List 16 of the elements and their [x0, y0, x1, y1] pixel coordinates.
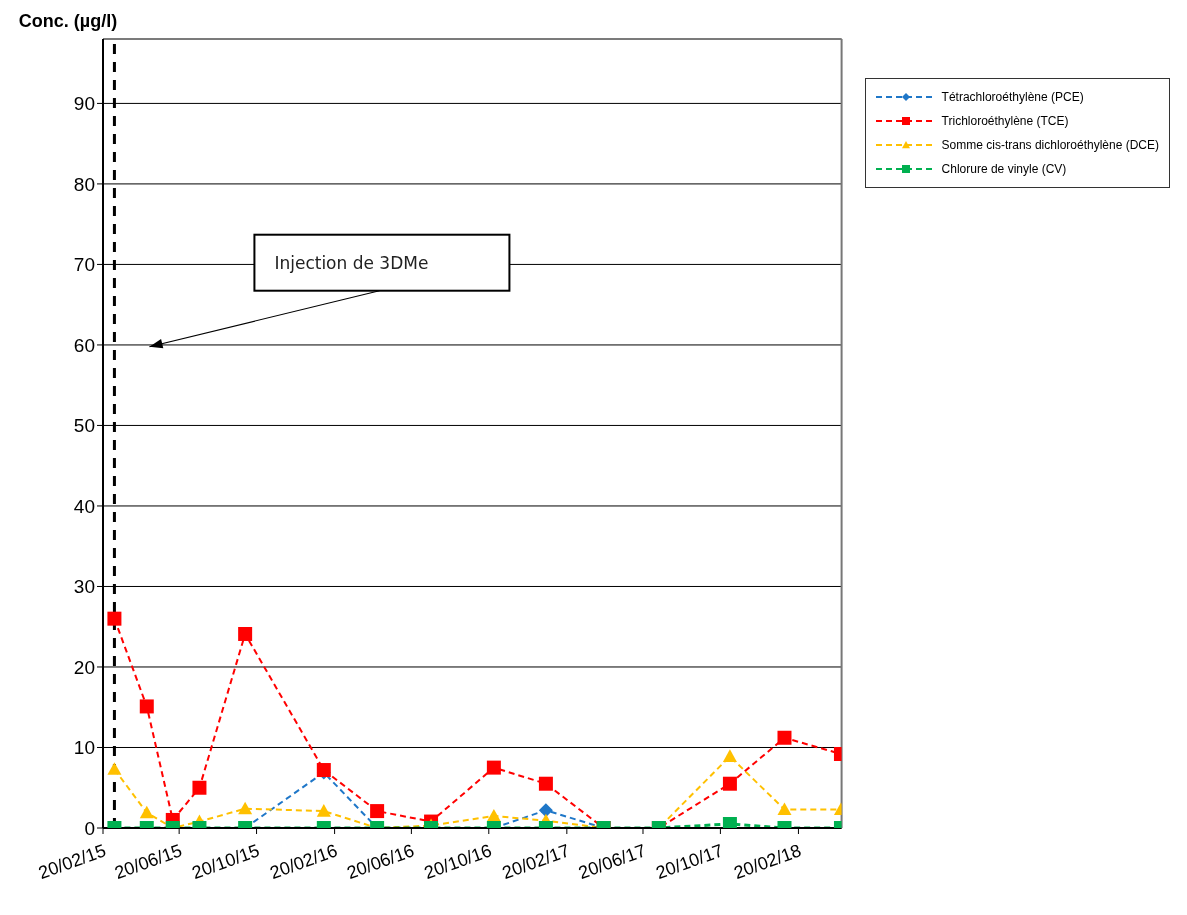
y-tick-label: 90: [73, 93, 95, 115]
annotation: Injection de 3DMe: [274, 252, 429, 273]
legend-label: Chlorure de vinyle (CV): [941, 162, 1067, 176]
y-tick-label: 70: [73, 254, 95, 276]
y-axis-title: Conc. (µg/l): [18, 11, 118, 31]
y-tick-label: 40: [73, 495, 95, 517]
legend-label: Trichloroéthylène (TCE): [941, 114, 1069, 128]
y-tick-label: 60: [73, 334, 95, 356]
y-tick-label: 10: [73, 737, 95, 759]
y-tick-label: 50: [73, 415, 95, 437]
y-tick-label: 80: [73, 173, 95, 195]
y-tick-label: 0: [84, 817, 95, 839]
legend-label: Somme cis-trans dichloroéthylène (DCE): [941, 138, 1159, 152]
y-tick-label: 20: [73, 656, 95, 678]
legend-label: Tétrachloroéthylène (PCE): [941, 90, 1084, 104]
y-tick-label: 30: [73, 576, 95, 598]
